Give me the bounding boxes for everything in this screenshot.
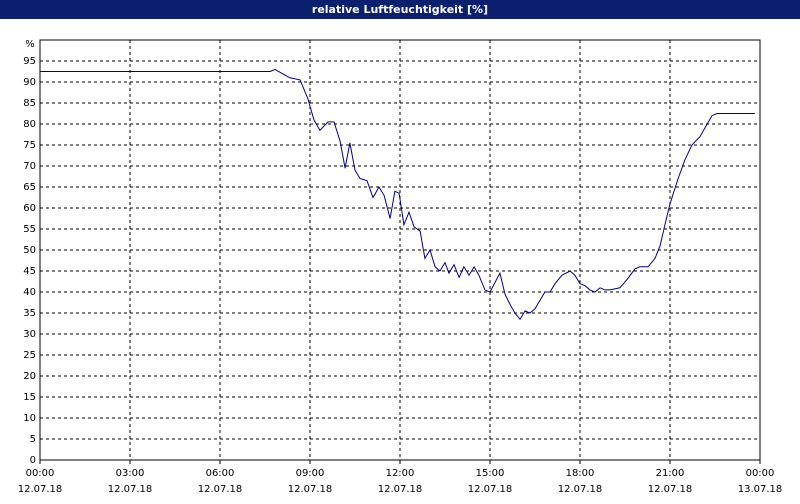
y-tick-label: 20 — [23, 371, 36, 382]
plot-frame — [39, 39, 761, 461]
x-tick-date: 12.07.18 — [648, 484, 693, 495]
y-tick-label: 90 — [23, 77, 36, 88]
x-tick-date: 12.07.18 — [288, 484, 333, 495]
x-tick-label: 06:00 — [206, 468, 235, 479]
y-tick-label: 65 — [23, 182, 36, 193]
y-tick-label: 5 — [30, 434, 36, 445]
y-tick-label: 15 — [23, 392, 36, 403]
y-tick-label: 0 — [30, 455, 36, 466]
x-tick-date: 12.07.18 — [198, 484, 243, 495]
x-tick-date: 12.07.18 — [378, 484, 423, 495]
y-tick-label: 75 — [23, 140, 36, 151]
y-tick-label: 35 — [23, 308, 36, 319]
x-tick-date: 12.07.18 — [108, 484, 153, 495]
chart: % 0 5 10 15 20 25 30 35 40 45 50 55 60 65 70 75 80 85 90 95… — [18, 39, 783, 495]
title-bar: relative Luftfeuchtigkeit [%] — [0, 0, 800, 19]
x-tick-date: 13.07.18 — [738, 484, 783, 495]
y-tick-label: 55 — [23, 224, 36, 235]
x-tick-label: 00:00 — [746, 468, 775, 479]
y-tick-label: 25 — [23, 350, 36, 361]
y-tick-label: 30 — [23, 329, 36, 340]
y-unit: % — [25, 39, 35, 50]
y-tick-label: 60 — [23, 203, 36, 214]
x-tick-label: 00:00 — [26, 468, 55, 479]
x-tick-label: 09:00 — [296, 468, 325, 479]
y-tick-label: 10 — [23, 413, 36, 424]
y-tick-label: 70 — [23, 161, 36, 172]
y-tick-label: 80 — [23, 119, 36, 130]
x-tick-label: 18:00 — [566, 468, 595, 479]
x-tick-label: 21:00 — [656, 468, 685, 479]
x-tick-date: 12.07.18 — [468, 484, 513, 495]
y-tick-label: 40 — [23, 287, 36, 298]
y-tick-label: 95 — [23, 56, 36, 67]
x-tick-label: 12:00 — [386, 468, 415, 479]
x-tick-label: 15:00 — [476, 468, 505, 479]
x-tick-label: 03:00 — [116, 468, 145, 479]
x-tick-date: 12.07.18 — [18, 484, 63, 495]
y-tick-label: 50 — [23, 245, 36, 256]
data-line — [40, 68, 755, 321]
y-tick-label: 85 — [23, 98, 36, 109]
x-tick-date: 12.07.18 — [558, 484, 603, 495]
y-tick-label: 45 — [23, 266, 36, 277]
